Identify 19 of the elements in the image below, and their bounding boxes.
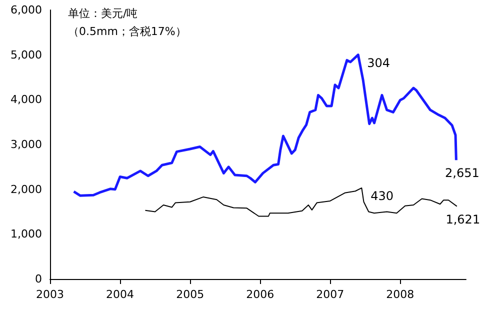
y-tick-label: 5,000 (10, 48, 42, 62)
y-tick-label: 1,000 (10, 228, 42, 241)
y-tick-label: 6,000 (10, 4, 42, 16)
x-tick-label: 2006 (246, 288, 274, 301)
y-tick-label: 0 (35, 272, 42, 286)
x-tick-label: 2003 (36, 288, 64, 301)
data-label: 1,621 (446, 212, 480, 226)
y-tick-label: 4,000 (10, 93, 42, 106)
y-tick-label: 2,000 (10, 182, 42, 196)
annotation: （0.5mm；含税17%） (68, 25, 186, 38)
x-tick-label: 2008 (386, 288, 414, 301)
y-tick-label: 3,000 (10, 138, 42, 151)
x-tick-label: 2004 (106, 288, 134, 301)
annotation: 单位：美元/吨 (68, 7, 138, 20)
series-label: 430 (370, 188, 394, 203)
x-tick-label: 2007 (316, 288, 344, 301)
series-label: 304 (367, 56, 390, 70)
x-tick-label: 2005 (176, 288, 204, 301)
data-label: 2,651 (445, 166, 480, 180)
